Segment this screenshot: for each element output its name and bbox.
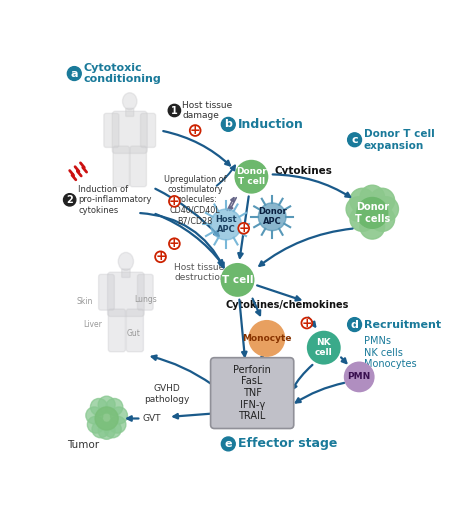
Circle shape <box>98 423 115 439</box>
FancyBboxPatch shape <box>140 113 155 147</box>
Text: Skin: Skin <box>77 297 93 306</box>
Text: d: d <box>351 320 358 329</box>
Circle shape <box>307 331 341 365</box>
Text: Recruitment: Recruitment <box>364 320 441 329</box>
FancyBboxPatch shape <box>130 146 146 187</box>
Circle shape <box>190 125 201 136</box>
Circle shape <box>374 197 399 221</box>
Circle shape <box>346 197 371 221</box>
Text: Donor T cell
expansion: Donor T cell expansion <box>364 129 435 151</box>
FancyBboxPatch shape <box>109 309 126 352</box>
Text: Upregulation of
costimulatory
molecules:
CD40/CD40L
B7/CD28: Upregulation of costimulatory molecules:… <box>164 175 227 225</box>
FancyBboxPatch shape <box>99 275 114 310</box>
Text: Host tissue
damage: Host tissue damage <box>182 101 232 120</box>
Text: c: c <box>351 135 358 145</box>
Text: 2: 2 <box>66 195 73 205</box>
Circle shape <box>221 118 235 131</box>
Circle shape <box>155 252 166 262</box>
Circle shape <box>360 185 384 210</box>
Text: Cytokines/chemokines: Cytokines/chemokines <box>226 300 349 310</box>
Circle shape <box>347 133 362 146</box>
Ellipse shape <box>118 253 134 270</box>
Text: Donor
T cells: Donor T cells <box>355 202 390 224</box>
Text: Tumor: Tumor <box>67 440 100 450</box>
FancyBboxPatch shape <box>127 309 144 352</box>
Text: Lungs: Lungs <box>134 295 156 304</box>
Text: +: + <box>301 316 312 329</box>
Circle shape <box>235 160 268 194</box>
Text: NK
cell: NK cell <box>315 338 333 357</box>
Ellipse shape <box>123 93 137 110</box>
Circle shape <box>370 207 395 231</box>
Text: Induction of
pro-inflammatory
cytokines: Induction of pro-inflammatory cytokines <box>78 185 152 215</box>
Circle shape <box>357 198 388 229</box>
Circle shape <box>87 416 104 433</box>
Text: Cytotoxic
conditioning: Cytotoxic conditioning <box>83 63 161 84</box>
Text: Cytokines: Cytokines <box>274 166 332 176</box>
Circle shape <box>86 407 103 424</box>
Text: Donor
T cell: Donor T cell <box>236 167 267 186</box>
Text: +: + <box>169 195 180 208</box>
Text: PMNs
NK cells
Monocytes: PMNs NK cells Monocytes <box>364 336 417 369</box>
Text: Effector stage: Effector stage <box>237 437 337 450</box>
Circle shape <box>347 317 362 332</box>
Circle shape <box>210 209 241 240</box>
Circle shape <box>104 421 121 438</box>
Text: b: b <box>224 119 232 129</box>
Circle shape <box>109 416 126 433</box>
Text: 1: 1 <box>171 106 178 116</box>
Text: Gut: Gut <box>127 329 140 338</box>
Text: T cell: T cell <box>222 275 253 285</box>
Circle shape <box>169 238 180 249</box>
FancyBboxPatch shape <box>108 272 144 316</box>
Circle shape <box>110 407 128 424</box>
Text: Induction: Induction <box>237 118 303 131</box>
Circle shape <box>106 399 123 415</box>
Text: a: a <box>71 69 78 78</box>
Circle shape <box>64 194 76 206</box>
Text: e: e <box>225 439 232 449</box>
Circle shape <box>350 188 374 213</box>
Text: GVT: GVT <box>142 414 161 423</box>
Circle shape <box>344 361 374 392</box>
Circle shape <box>169 196 180 207</box>
Circle shape <box>67 66 81 81</box>
Circle shape <box>301 317 312 328</box>
FancyBboxPatch shape <box>122 269 130 277</box>
FancyBboxPatch shape <box>126 108 134 117</box>
Circle shape <box>248 320 285 357</box>
FancyBboxPatch shape <box>137 275 153 310</box>
FancyBboxPatch shape <box>112 111 147 153</box>
Text: Host
APC: Host APC <box>215 215 237 234</box>
Circle shape <box>370 188 395 213</box>
Circle shape <box>168 105 181 117</box>
Text: Monocyte: Monocyte <box>242 334 292 343</box>
Text: Liver: Liver <box>83 320 102 329</box>
Text: +: + <box>169 237 180 250</box>
Circle shape <box>238 223 249 234</box>
Circle shape <box>360 214 384 239</box>
Text: +: + <box>238 222 249 235</box>
Circle shape <box>220 263 255 297</box>
Circle shape <box>221 437 235 451</box>
Text: Host tissue
destruction: Host tissue destruction <box>174 263 226 282</box>
Text: +: + <box>190 124 201 137</box>
Circle shape <box>91 399 108 415</box>
Text: Donor
APC: Donor APC <box>258 207 287 226</box>
FancyBboxPatch shape <box>210 358 294 428</box>
FancyBboxPatch shape <box>104 113 119 147</box>
Text: GVHD
pathology: GVHD pathology <box>144 384 190 404</box>
Circle shape <box>258 203 286 231</box>
Text: Perforin
FasL
TNF
IFN-γ
TRAIL: Perforin FasL TNF IFN-γ TRAIL <box>233 365 271 422</box>
Circle shape <box>350 207 374 231</box>
Text: +: + <box>155 251 166 263</box>
Circle shape <box>92 421 109 438</box>
Circle shape <box>95 407 118 430</box>
Text: PMN: PMN <box>347 372 371 381</box>
Circle shape <box>98 396 115 413</box>
FancyBboxPatch shape <box>113 146 129 187</box>
